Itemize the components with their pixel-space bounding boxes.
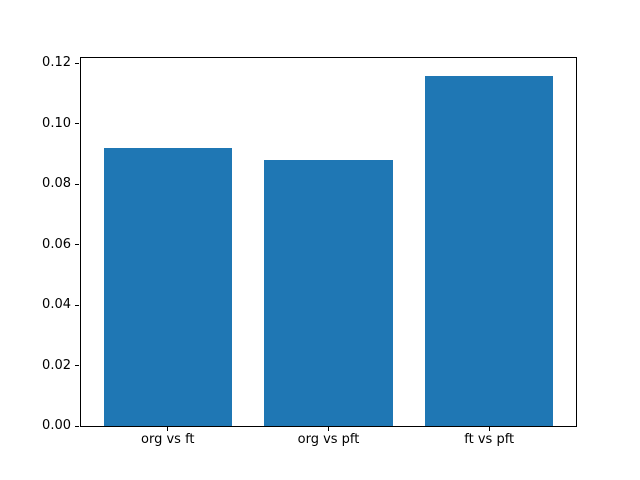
bar-ft-vs-pft bbox=[424, 75, 554, 426]
y-tick-label: 0.06 bbox=[42, 236, 71, 252]
y-tick-mark bbox=[75, 62, 79, 64]
plot-area bbox=[80, 57, 577, 427]
y-tick-mark bbox=[75, 365, 79, 367]
y-tick-label: 0.12 bbox=[42, 55, 71, 71]
y-tick-label: 0.04 bbox=[42, 297, 71, 313]
x-tick-label-org-vs-pft: org vs pft bbox=[297, 432, 360, 447]
x-tick-label-org-vs-ft: org vs ft bbox=[141, 432, 195, 447]
y-tick-mark bbox=[75, 425, 79, 427]
bar-org-vs-pft bbox=[264, 160, 393, 426]
x-tick-mark bbox=[167, 427, 169, 431]
y-tick-label: 0.02 bbox=[42, 357, 71, 373]
y-tick-mark bbox=[75, 244, 79, 246]
y-tick-label: 0.10 bbox=[42, 115, 71, 131]
y-tick-mark bbox=[75, 183, 79, 185]
bar-org-vs-ft bbox=[103, 148, 233, 426]
y-tick-label: 0.00 bbox=[42, 418, 71, 433]
x-tick-mark bbox=[328, 427, 329, 431]
x-tick-label-ft-vs-pft: ft vs pft bbox=[464, 432, 515, 447]
x-tick-mark bbox=[488, 427, 490, 431]
y-tick-label: 0.08 bbox=[42, 176, 71, 192]
y-tick-mark bbox=[75, 304, 79, 306]
y-tick-mark bbox=[75, 123, 79, 125]
